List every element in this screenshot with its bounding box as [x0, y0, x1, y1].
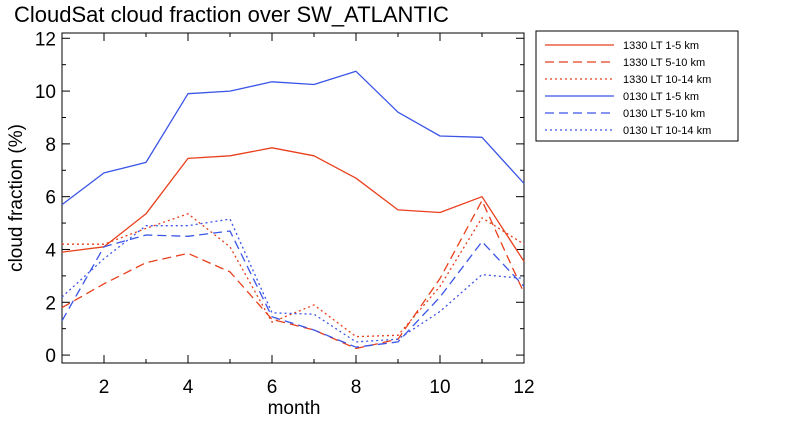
series-line-1 [61, 147, 525, 262]
series-line-3 [62, 213, 525, 338]
legend-label: 1330 LT 5-10 km [623, 57, 705, 69]
y-axis-label: cloud fraction (%) [6, 124, 27, 272]
y-tick-label: 8 [45, 135, 56, 156]
legend: 1330 LT 1-5 km 1330 LT 5-10 km 1330 LT 10-… [535, 30, 739, 142]
x-axis-label: month [268, 398, 321, 419]
y-tick-label: 2 [45, 293, 56, 314]
x-tick-label: 4 [183, 377, 194, 398]
chart-title: CloudSat cloud fraction over SW_ATLANTIC [14, 2, 449, 27]
legend-box [535, 30, 739, 142]
series-lines [61, 70, 525, 350]
x-tick-label: 8 [351, 377, 362, 398]
legend-label: 0130 LT 10-14 km [623, 125, 711, 137]
plot-frame [61, 32, 525, 364]
series-line-2 [61, 199, 525, 350]
y-tick-label: 4 [45, 240, 56, 261]
series-line-4 [61, 70, 525, 206]
legend-label: 0130 LT 1-5 km [623, 91, 699, 103]
legend-label: 1330 LT 1-5 km [623, 40, 699, 52]
y-tick-label: 10 [35, 82, 56, 103]
y-axis: 0 2 4 6 8 10 12 [35, 29, 524, 367]
y-tick-label: 6 [45, 188, 56, 209]
y-tick-label: 12 [35, 29, 56, 50]
legend-label: 1330 LT 10-14 km [623, 74, 711, 86]
series-line-5 [61, 230, 525, 348]
x-axis: 2 4 6 8 10 12 [99, 33, 535, 398]
y-tick-label: 0 [45, 346, 56, 367]
x-tick-label: 12 [513, 377, 534, 398]
x-tick-label: 10 [429, 377, 450, 398]
x-tick-label: 6 [267, 377, 278, 398]
legend-label: 0130 LT 5-10 km [623, 108, 705, 120]
series-line-6 [61, 218, 525, 343]
x-tick-label: 2 [99, 377, 110, 398]
